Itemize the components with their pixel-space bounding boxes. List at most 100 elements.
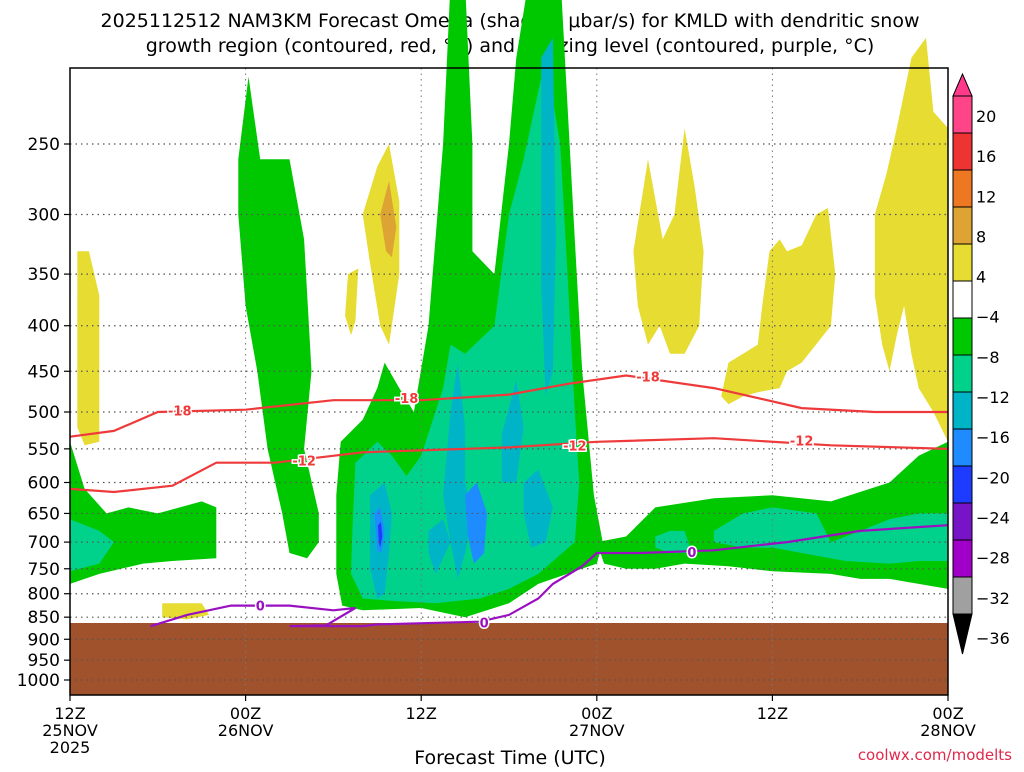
y-tick-label-550: 550 [28,440,60,460]
x-tick-date-3: 27NOV [569,721,625,740]
omega-region-21 [713,507,948,564]
dgz-lower-label-2: -12 [563,439,587,454]
colorbar-swatch-3 [952,206,973,245]
y-tick-label-450: 450 [28,362,60,382]
dgz-lower-label-3: -12 [790,434,814,449]
omega-region-16 [501,379,524,483]
colorbar-swatch-4 [952,243,973,282]
freezing-label-1: 0 [256,600,265,615]
omega-region-4 [238,76,319,559]
colorbar-swatch-8 [952,391,973,430]
y-tick-label-300: 300 [28,205,60,225]
colorbar-label-6: −8 [976,348,1000,367]
credit-text: coolwx.com/modelts [858,746,1012,764]
omega-region-23 [721,208,836,405]
x-tick-year-0: 2025 [50,738,91,757]
x-tick-date-5: 28NOV [920,721,976,740]
omega-region-20 [655,530,692,553]
axes: 2503003504004505005506006507007508008509… [17,67,976,757]
colorbar-label-13: −36 [976,629,1010,648]
omega-region-15 [428,519,451,574]
colorbar-label-5: −4 [976,308,1000,327]
omega-region-14 [465,482,487,564]
y-tick-label-350: 350 [28,265,60,285]
freezing-level-contour [150,524,949,628]
colorbar-swatch-9 [952,428,973,467]
y-tick-label-850: 850 [28,608,60,628]
colorbar-label-8: −16 [976,428,1010,447]
colorbar-label-11: −28 [976,549,1010,568]
y-tick-label-700: 700 [28,533,60,553]
y-tick-label-500: 500 [28,403,60,423]
dgz-upper-label-1: -18 [168,404,192,419]
colorbar-label-0: 20 [976,107,996,126]
y-tick-label-900: 900 [28,630,60,650]
colorbar-label-10: −24 [976,508,1010,527]
omega-region-9 [351,57,580,604]
terrain-fill [70,623,948,695]
colorbar: 20 16 12 8 4 −4 −8 −12 −16 −20 −24 −28 −32 −36 [952,72,1010,655]
omega-region-12 [378,522,383,548]
freezing-label-3: 0 [687,546,696,561]
colorbar-top-arrow [952,72,973,97]
colorbar-swatch-5 [952,280,973,319]
omega-region-5 [345,268,359,336]
x-axis-label: Forecast Time (UTC) [414,747,605,768]
omega-region-7 [380,180,397,258]
chart-title-line1: 2025112512 NAM3KM Forecast Omega (shaded… [101,10,920,32]
colorbar-swatch-11 [952,502,973,541]
y-tick-label-950: 950 [28,651,60,671]
x-tick-label-5: 00Z [932,704,963,723]
colorbar-label-1: 16 [976,147,996,166]
colorbar-swatch-0 [952,95,973,134]
colorbar-swatch-13 [952,576,973,615]
colorbar-label-3: 8 [976,227,986,246]
x-tick-label-4: 12Z [757,704,788,723]
y-tick-label-600: 600 [28,473,60,493]
omega-region-17 [541,37,556,397]
y-tick-label-400: 400 [28,317,60,337]
x-tick-date-1: 26NOV [218,721,274,740]
colorbar-swatch-2 [952,169,973,208]
omega-region-18 [523,469,553,548]
colorbar-swatch-10 [952,465,973,504]
x-tick-label-1: 00Z [230,704,261,723]
omega-region-3 [162,603,209,620]
plot-area: -18 -18 -18 -12 -12 -12 0 0 0 [69,0,949,695]
colorbar-swatch-1 [952,132,973,171]
colorbar-swatch-7 [952,354,973,393]
omega-region-24 [874,37,948,442]
dgz-12-contour [69,437,949,494]
x-tick-label-0: 12Z [54,704,85,723]
x-tick-label-3: 00Z [581,704,612,723]
omega-region-1 [70,519,114,572]
x-tick-date-0: 25NOV [42,721,98,740]
dgz-upper-label-2: -18 [395,392,419,407]
plot-frame [69,67,949,696]
dgz-18-contour [69,374,948,438]
chart-title-line2: growth region (contoured, red, °C) and f… [146,35,875,57]
omega-region-6 [362,144,400,345]
colorbar-bottom-arrow [952,613,973,655]
x-tick-label-2: 12Z [406,704,437,723]
colorbar-label-2: 12 [976,187,996,206]
colorbar-label-9: −20 [976,468,1010,487]
colorbar-label-12: −32 [976,589,1010,608]
colorbar-swatch-6 [952,317,973,356]
dgz-lower-label-1: -12 [292,455,316,470]
y-tick-label-750: 750 [28,560,60,580]
omega-region-13 [443,362,473,579]
dgz-upper-label-3: -18 [636,370,660,385]
colorbar-label-4: 4 [976,268,986,287]
omega-region-2 [77,251,100,446]
omega-region-22 [633,128,704,354]
colorbar-label-7: −12 [976,388,1010,407]
y-tick-label-1000: 1000 [17,671,60,691]
colorbar-swatch-12 [952,539,973,578]
freezing-label-2: 0 [480,617,489,632]
y-tick-label-800: 800 [28,585,60,605]
y-tick-label-650: 650 [28,504,60,524]
y-tick-label-250: 250 [28,135,60,155]
